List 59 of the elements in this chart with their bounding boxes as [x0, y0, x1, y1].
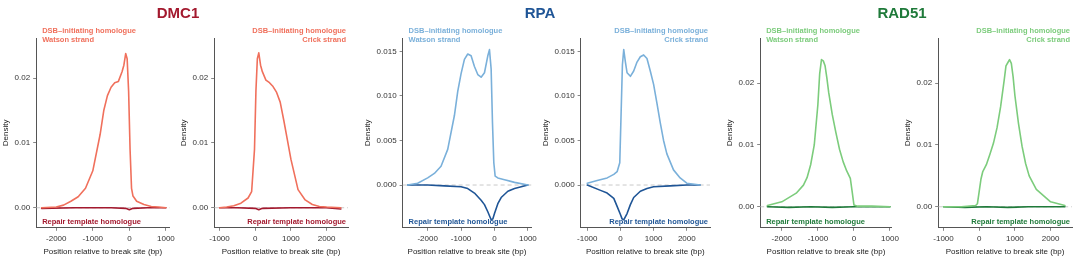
- y-tick-label: 0.005: [554, 135, 576, 145]
- y-tick-label: 0.01: [738, 140, 755, 150]
- y-tick-label: 0.01: [14, 138, 31, 148]
- x-tick-label: -2000: [46, 233, 68, 243]
- x-tick-label: 1000: [644, 233, 664, 243]
- x-tick-label: 2000: [677, 233, 697, 243]
- y-tick-label: 0.005: [376, 135, 398, 145]
- x-tick-label: 0: [618, 233, 624, 243]
- y-tick-label: 0.02: [738, 78, 755, 88]
- y-axis-title: Density: [179, 119, 188, 147]
- x-axis-title: Position relative to break site (bp): [585, 247, 705, 257]
- x-axis-title: Position relative to break site (bp): [407, 247, 527, 257]
- x-tick-label: 0: [127, 233, 133, 243]
- x-tick-label: -1000: [82, 233, 104, 243]
- x-tick-label: 1000: [519, 233, 538, 243]
- x-axis-title: Position relative to break site (bp): [945, 247, 1065, 257]
- y-tick-label: 0.00: [916, 201, 933, 211]
- y-tick-label: 0.015: [554, 46, 576, 56]
- x-tick-label: 1000: [881, 233, 900, 243]
- y-tick-label: 0.00: [738, 201, 755, 211]
- x-tick-label: 2000: [317, 233, 337, 243]
- x-tick-label: 0: [492, 233, 498, 243]
- y-tick-label: 0.00: [192, 202, 209, 212]
- x-tick-label: -1000: [450, 233, 472, 243]
- y-tick-label: 0.00: [14, 202, 31, 212]
- y-axis-title: Density: [725, 119, 734, 147]
- chart-title: DMC1: [155, 4, 201, 21]
- y-axis-title: Density: [541, 119, 550, 147]
- y-tick-label: 0.02: [916, 78, 933, 88]
- x-tick-label: 0: [976, 233, 982, 243]
- y-axis-title: Density: [903, 119, 912, 147]
- x-tick-label: 0: [851, 233, 857, 243]
- y-axis-title: Density: [363, 119, 372, 147]
- x-tick-label: 0: [252, 233, 258, 243]
- y-tick-label: 0.010: [376, 91, 398, 101]
- x-tick-label: -2000: [417, 233, 439, 243]
- y-tick-label: 0.000: [376, 180, 398, 190]
- y-tick-label: 0.01: [192, 138, 209, 148]
- y-axis-title: Density: [1, 119, 10, 147]
- y-tick-label: 0.02: [192, 73, 209, 83]
- chart-title: RAD51: [876, 4, 928, 21]
- x-axis-title: Position relative to break site (bp): [43, 247, 163, 257]
- y-tick-label: 0.010: [554, 91, 576, 101]
- chart-title: RPA: [523, 4, 557, 21]
- x-axis-title: Position relative to break site (bp): [221, 247, 341, 257]
- x-axis-title: Position relative to break site (bp): [766, 247, 886, 257]
- y-tick-label: 0.01: [916, 140, 933, 150]
- x-tick-label: -1000: [933, 233, 955, 243]
- x-tick-label: 1000: [282, 233, 301, 243]
- x-tick-label: -2000: [771, 233, 793, 243]
- x-tick-label: -1000: [807, 233, 829, 243]
- x-tick-label: -1000: [209, 233, 231, 243]
- x-tick-label: 2000: [1041, 233, 1061, 243]
- y-tick-label: 0.02: [14, 73, 31, 83]
- x-tick-label: 1000: [156, 233, 176, 243]
- x-tick-label: -1000: [577, 233, 599, 243]
- y-tick-label: 0.015: [376, 46, 398, 56]
- y-tick-label: 0.000: [554, 180, 576, 190]
- x-tick-label: 1000: [1006, 233, 1025, 243]
